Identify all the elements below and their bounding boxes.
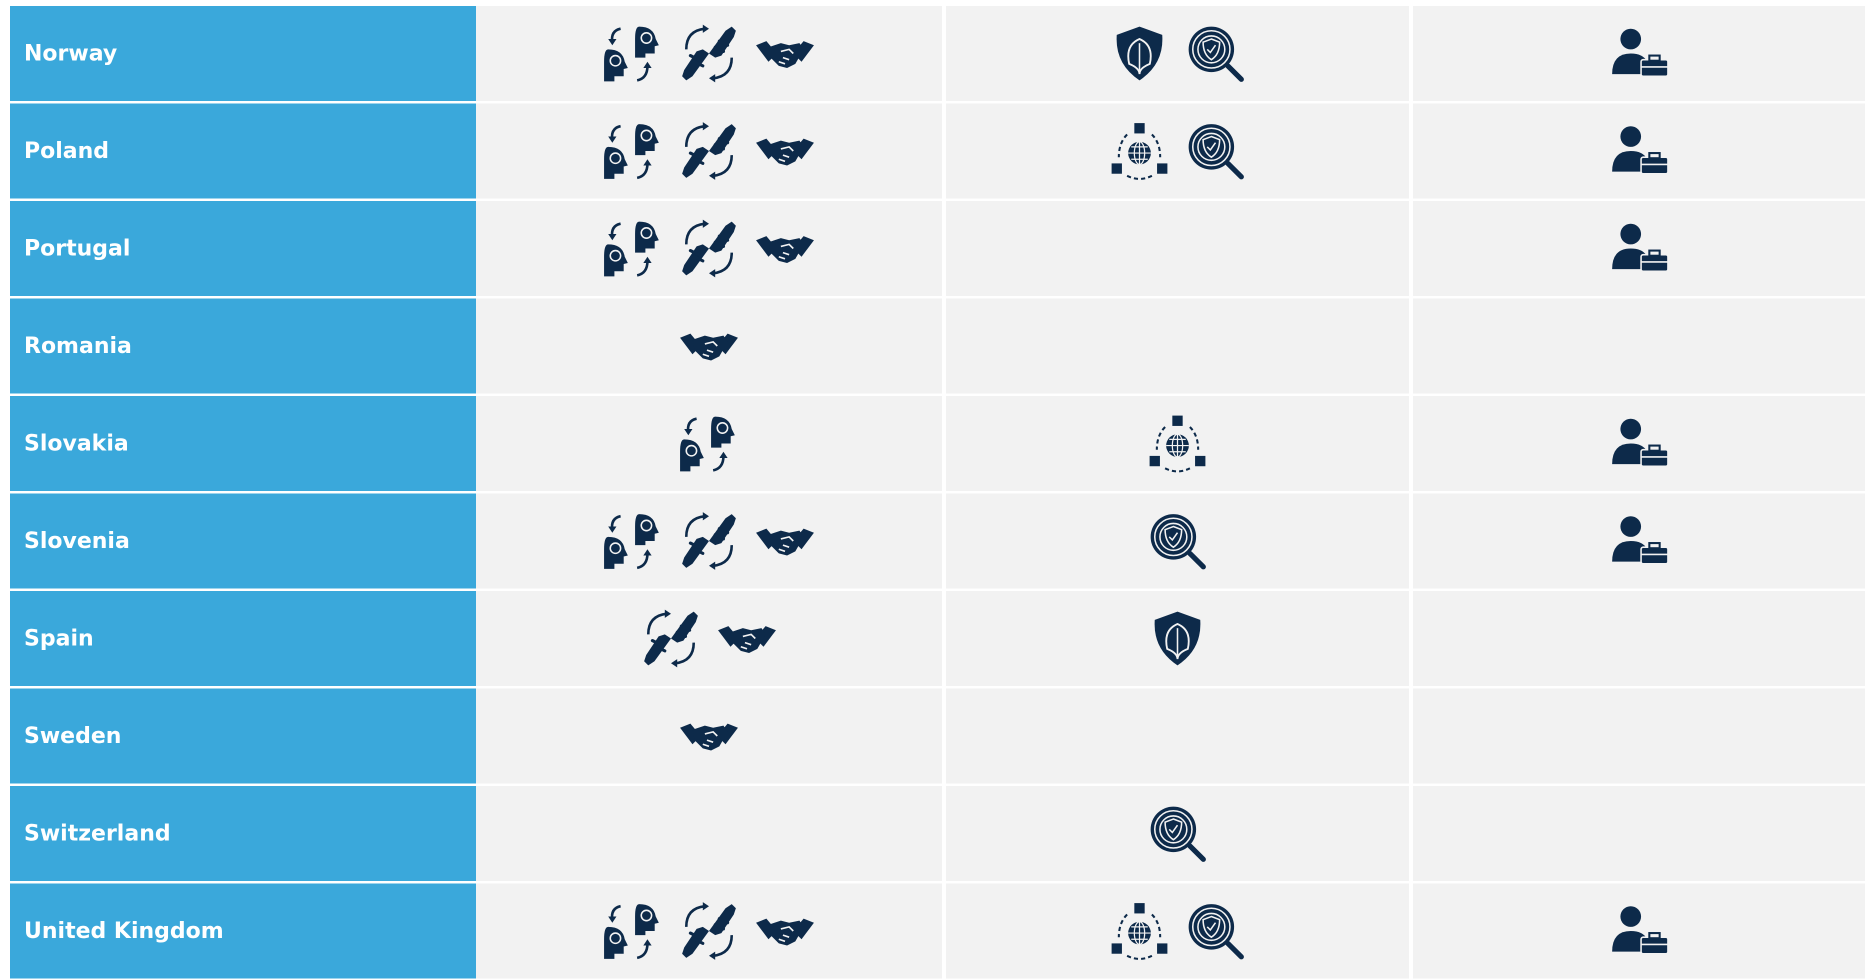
table-row: United Kingdom [10, 883, 1865, 979]
table-cell [1413, 883, 1865, 979]
table-cell [946, 298, 1409, 394]
table-row: Romania [10, 298, 1865, 394]
table-row: Sweden [10, 688, 1865, 784]
country-cell [10, 883, 476, 979]
country-name: Poland [24, 139, 109, 164]
table-cell [476, 786, 942, 881]
country-cell [10, 6, 476, 101]
country-cell [10, 493, 476, 589]
table-cell [1413, 688, 1865, 784]
table-row: Norway [10, 6, 1865, 101]
country-name: Portugal [24, 237, 130, 262]
table-row: Poland [10, 103, 1865, 199]
table-row: Portugal [10, 201, 1865, 296]
country-name: Norway [24, 42, 117, 67]
country-name: Romania [24, 334, 132, 359]
country-cell [10, 591, 476, 686]
table-cell [476, 396, 942, 491]
table-cell [1413, 591, 1865, 686]
country-name: United Kingdom [24, 919, 224, 944]
table-cell [946, 688, 1409, 784]
table-row: Spain [10, 591, 1865, 686]
table-cell [1413, 103, 1865, 199]
country-cell [10, 786, 476, 881]
table-cell [946, 201, 1409, 296]
table-row: Switzerland [10, 786, 1865, 881]
table-cell [946, 6, 1409, 101]
table-cell [1413, 6, 1865, 101]
country-name: Spain [24, 627, 94, 652]
table-cell [476, 591, 942, 686]
table-row: Slovakia [10, 396, 1865, 491]
table-cell [1413, 786, 1865, 881]
country-cell [10, 688, 476, 784]
country-cell [10, 103, 476, 199]
country-name: Slovakia [24, 432, 129, 457]
table-cell [946, 103, 1409, 199]
table-cell [946, 883, 1409, 979]
country-cell [10, 201, 476, 296]
country-cell [10, 298, 476, 394]
country-name: Sweden [24, 724, 121, 749]
country-cell [10, 396, 476, 491]
country-name: Switzerland [24, 822, 171, 847]
table-cell [1413, 298, 1865, 394]
table-cell [1413, 493, 1865, 589]
table-cell [1413, 396, 1865, 491]
table-row: Slovenia [10, 493, 1865, 589]
table-cell [1413, 201, 1865, 296]
country-name: Slovenia [24, 529, 130, 554]
